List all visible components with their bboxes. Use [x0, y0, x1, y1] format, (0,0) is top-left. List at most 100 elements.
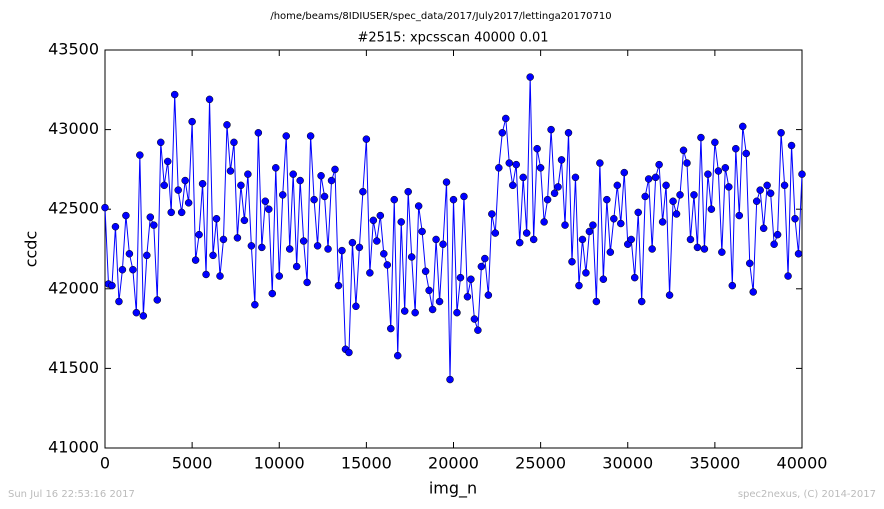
data-point [756, 186, 764, 194]
footer-right: spec2nexus, (C) 2014-2017 [738, 489, 876, 500]
data-point [735, 211, 744, 220]
data-point [693, 243, 702, 252]
data-point [446, 375, 454, 384]
x-tick-label: 40000 [777, 454, 828, 473]
data-point [195, 230, 203, 239]
data-point [317, 172, 325, 180]
data-point [697, 133, 705, 142]
data-point [331, 165, 339, 174]
data-point [505, 159, 514, 167]
data-point [463, 293, 472, 301]
data-point [784, 272, 792, 280]
data-point [498, 129, 507, 137]
data-point [711, 138, 719, 147]
data-point [313, 242, 322, 250]
data-point [484, 291, 493, 299]
data-point [296, 176, 304, 185]
data-point [550, 189, 559, 198]
data-point [163, 157, 172, 166]
data-point [202, 270, 210, 279]
data-point [240, 216, 249, 225]
data-point [536, 164, 545, 172]
data-point [651, 173, 660, 182]
data-point [303, 278, 311, 287]
data-point [488, 210, 496, 218]
data-point [592, 297, 601, 306]
data-point [212, 215, 221, 223]
data-point [683, 159, 691, 167]
data-point [129, 265, 137, 274]
data-point [428, 305, 437, 314]
data-point [676, 191, 684, 199]
data-point [432, 235, 440, 244]
data-point [216, 272, 224, 280]
data-point [630, 273, 639, 282]
data-point [557, 156, 566, 164]
data-point [585, 227, 594, 236]
data-point [435, 297, 444, 306]
data-point [481, 254, 489, 263]
data-point [181, 176, 189, 185]
data-point [278, 191, 287, 199]
data-point [599, 275, 608, 283]
data-point [373, 237, 381, 245]
y-tick-label: 42500 [48, 199, 99, 218]
data-point [798, 170, 806, 178]
chart-title: #2515: xpcsscan 40000 0.01 [357, 31, 548, 46]
x-tick-label: 5000 [172, 454, 213, 473]
data-point [589, 221, 597, 229]
data-point [777, 129, 785, 137]
x-axis-label: img_n [429, 479, 477, 499]
y-tick-label: 43000 [48, 119, 99, 138]
data-point [529, 235, 538, 244]
data-point [327, 176, 336, 185]
y-tick-label: 43500 [48, 40, 99, 59]
data-point [421, 267, 430, 276]
data-point [251, 300, 259, 309]
data-point [174, 186, 182, 194]
data-point [613, 181, 622, 190]
data-point [766, 189, 775, 198]
x-tick-label: 35000 [689, 454, 740, 473]
data-point [620, 168, 629, 177]
x-tick-label: 10000 [254, 454, 305, 473]
data-point [411, 308, 419, 317]
data-point [362, 135, 371, 143]
data-point [261, 197, 270, 205]
data-point [247, 242, 256, 250]
data-point [101, 203, 109, 212]
y-axis-label: ccdc [22, 231, 41, 268]
data-point [745, 259, 754, 268]
data-point [108, 281, 116, 290]
data-point [787, 141, 796, 150]
data-point [230, 138, 238, 147]
data-point [742, 149, 750, 158]
data-point [474, 326, 482, 334]
data-point [393, 351, 402, 360]
data-point [400, 307, 409, 315]
data-point [495, 164, 503, 172]
data-point [791, 215, 799, 223]
data-point [139, 312, 148, 320]
data-point [345, 348, 353, 357]
data-point [456, 273, 465, 282]
data-point [425, 286, 433, 295]
data-point [543, 195, 552, 204]
data-point [366, 269, 374, 277]
data-point [439, 240, 447, 248]
data-point [258, 243, 266, 252]
data-point [205, 95, 214, 104]
data-point [167, 208, 175, 217]
data-point [658, 218, 667, 226]
data-point [679, 146, 688, 155]
data-point [690, 191, 698, 199]
data-point [390, 195, 399, 204]
data-point [157, 138, 165, 147]
data-point [209, 251, 217, 260]
data-point [292, 262, 301, 271]
x-tick-label: 25000 [515, 454, 566, 473]
data-point [306, 132, 315, 140]
data-point [397, 218, 405, 226]
data-point [700, 245, 709, 253]
